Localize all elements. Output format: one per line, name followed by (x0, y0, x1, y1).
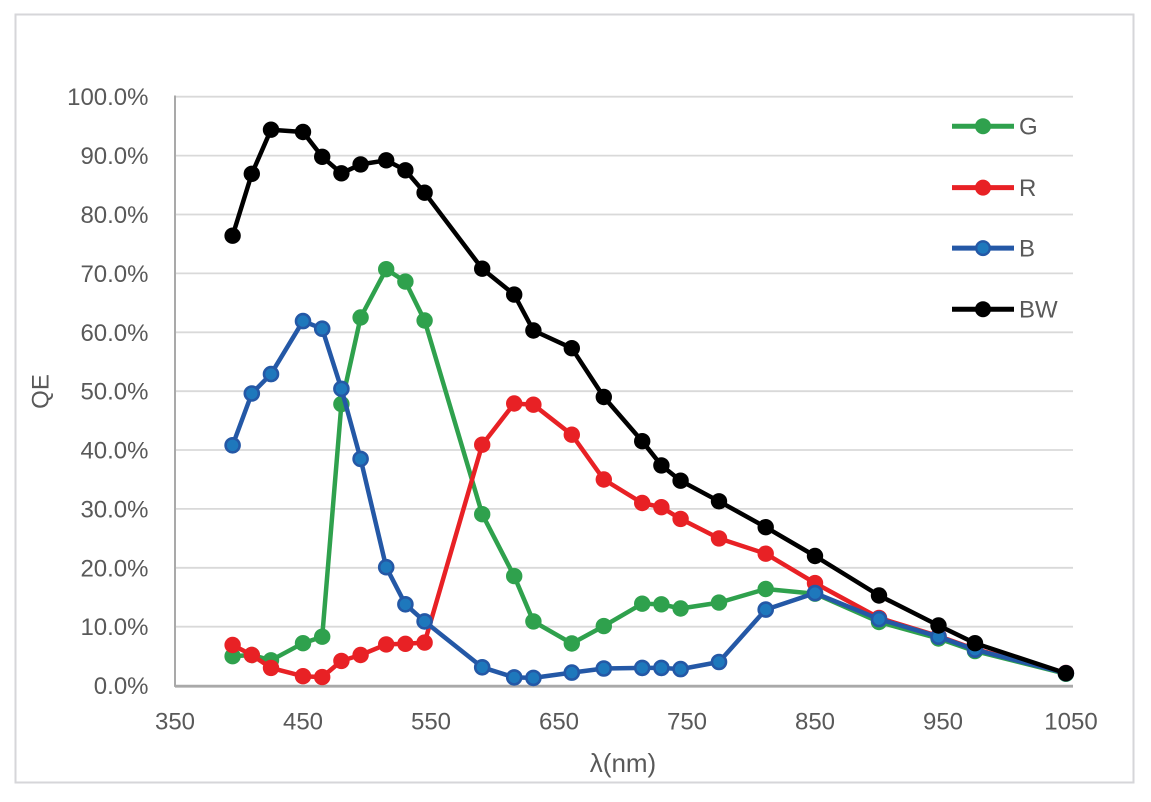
svg-text:550: 550 (411, 709, 451, 736)
svg-text:40.0%: 40.0% (80, 438, 148, 465)
svg-text:650: 650 (539, 709, 579, 736)
svg-text:1050: 1050 (1044, 709, 1097, 736)
svg-text:20.0%: 20.0% (80, 555, 148, 582)
svg-text:G: G (1019, 114, 1038, 141)
svg-text:350: 350 (155, 709, 195, 736)
svg-text:450: 450 (283, 709, 323, 736)
svg-text:750: 750 (667, 709, 707, 736)
svg-text:80.0%: 80.0% (80, 202, 148, 229)
svg-text:50.0%: 50.0% (80, 379, 148, 406)
svg-text:100.0%: 100.0% (67, 84, 148, 111)
svg-text:QE: QE (28, 374, 55, 409)
svg-text:90.0%: 90.0% (80, 143, 148, 170)
svg-text:R: R (1019, 175, 1036, 202)
svg-text:850: 850 (795, 709, 835, 736)
svg-text:0.0%: 0.0% (94, 673, 149, 700)
svg-text:60.0%: 60.0% (80, 320, 148, 347)
svg-text:30.0%: 30.0% (80, 496, 148, 523)
svg-text:10.0%: 10.0% (80, 614, 148, 641)
svg-text:B: B (1019, 236, 1035, 263)
svg-text:λ(nm): λ(nm) (590, 748, 656, 778)
svg-text:BW: BW (1019, 297, 1058, 324)
svg-text:70.0%: 70.0% (80, 261, 148, 288)
svg-text:950: 950 (923, 709, 963, 736)
